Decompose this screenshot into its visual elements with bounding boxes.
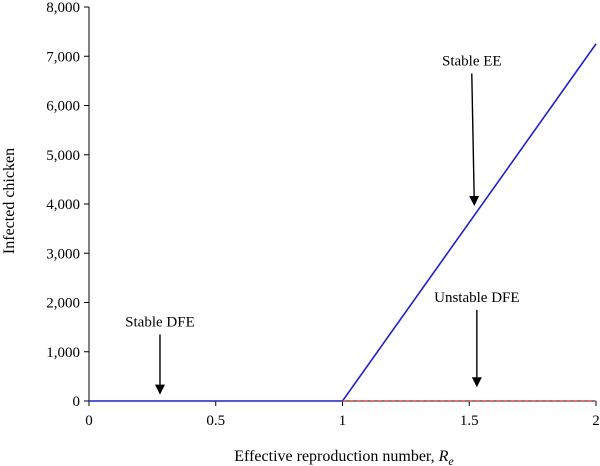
x-axis-label: Effective reproduction number, Re bbox=[234, 448, 454, 466]
y-tick-label: 8,000 bbox=[46, 0, 80, 16]
x-axis-symbol: R bbox=[438, 448, 449, 465]
annotation-arrow bbox=[469, 73, 480, 206]
y-tick-label: 7,000 bbox=[46, 49, 80, 65]
x-tick-label: 0.5 bbox=[206, 413, 225, 429]
y-tick-label: 5,000 bbox=[46, 148, 80, 164]
x-tick-label: 2 bbox=[592, 413, 600, 429]
annotation-label: Stable DFE bbox=[125, 315, 195, 331]
y-tick-label: 2,000 bbox=[46, 296, 80, 312]
y-tick-label: 4,000 bbox=[46, 197, 80, 213]
x-axis-subscript: e bbox=[448, 454, 454, 466]
y-tick-label: 3,000 bbox=[46, 246, 80, 262]
x-tick-label: 1 bbox=[339, 413, 347, 429]
annotation-label: Unstable DFE bbox=[434, 290, 519, 306]
annotation-layer: Stable EE Stable DFE Unstable DFE bbox=[125, 53, 520, 395]
series-layer bbox=[89, 43, 597, 402]
y-axis-label: Infected chicken bbox=[1, 148, 18, 254]
y-tick-label: 0 bbox=[73, 394, 81, 410]
y-tick-label: 6,000 bbox=[46, 99, 80, 115]
x-ticks: 0 0.5 1 1.5 2 bbox=[85, 401, 600, 429]
annotation-label: Stable EE bbox=[442, 53, 502, 69]
plot-area: 0 0.5 1 1.5 2 0 1,000 2,000 3,000 4,000 5,000 6,00… bbox=[46, 0, 600, 429]
x-tick-label: 1.5 bbox=[460, 413, 479, 429]
stable-line bbox=[89, 43, 597, 402]
y-tick-label: 1,000 bbox=[46, 345, 80, 361]
x-tick-label: 0 bbox=[85, 413, 93, 429]
y-ticks: 0 1,000 2,000 3,000 4,000 5,000 6,000 7,000 8,00… bbox=[46, 0, 89, 410]
